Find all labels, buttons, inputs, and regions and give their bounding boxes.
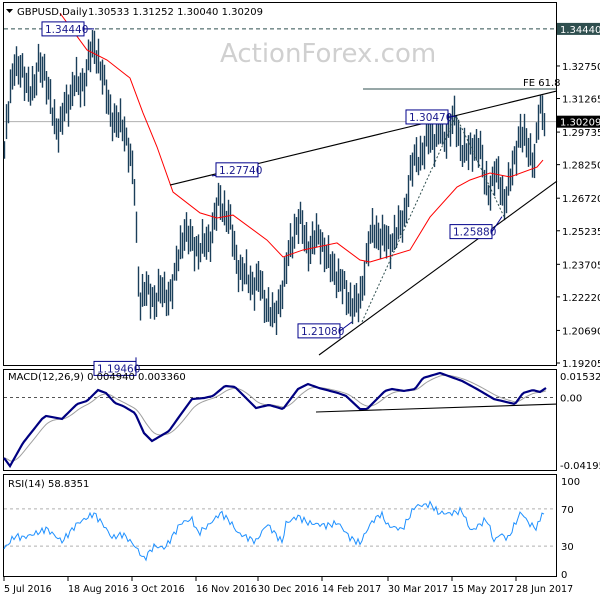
price-tick-label: 1.26720 <box>562 194 600 205</box>
fe-61-8-label: FE 61.8 <box>523 78 561 89</box>
date-tick-label: 28 Jun 2017 <box>516 584 573 595</box>
moving-average-line <box>59 12 544 263</box>
current-price-tag-bg <box>557 115 600 128</box>
price-tick-label: 1.25235 <box>562 227 600 238</box>
rsi-tick-label: 30 <box>561 542 574 553</box>
pivot-label-box <box>41 21 85 37</box>
rsi-line <box>3 500 545 562</box>
rsi-title: RSI(14) 58.8351 <box>8 479 89 490</box>
macd-tick-label: 0.00 <box>560 394 582 405</box>
date-tick-label: 30 Dec 2016 <box>258 584 319 595</box>
pivot-label: 1.30470 <box>409 112 452 124</box>
main-panel <box>3 2 557 366</box>
date-tick-label: 5 Jul 2016 <box>4 584 52 595</box>
price-tick-label: 1.19205 <box>562 359 600 370</box>
pivot-label-box <box>215 162 259 178</box>
date-tick-label: 16 Nov 2016 <box>196 584 257 595</box>
fibonacci-projection-path <box>361 114 505 323</box>
date-tick-label: 18 Aug 2016 <box>68 584 129 595</box>
date-tick-label: 14 Feb 2017 <box>322 584 381 595</box>
price-tick-label: 1.31265 <box>562 95 600 106</box>
macd-panel <box>3 369 557 471</box>
rsi-tick-label: 70 <box>561 505 574 516</box>
level-price-tag: 1.34440 <box>560 25 600 36</box>
pivot-connector <box>339 321 353 332</box>
ohlc-values: 1.30533 1.31252 1.30040 1.30209 <box>88 7 263 18</box>
macd-trendline <box>315 403 558 413</box>
pivot-label: 1.25880 <box>453 227 496 239</box>
date-tick-label: 15 May 2017 <box>452 584 514 595</box>
macd-tick-label: -0.041957 <box>560 461 600 472</box>
pivot-label-box <box>405 109 449 125</box>
macd-signal-line <box>3 374 547 462</box>
price-tick-label: 1.28250 <box>562 161 600 172</box>
pivot-label: 1.21080 <box>301 326 344 338</box>
price-tick-label: 1.20690 <box>562 326 600 337</box>
price-tick-label: 1.22220 <box>562 293 600 304</box>
pivot-label-box <box>93 360 137 376</box>
pivot-label: 1.34440 <box>45 24 88 36</box>
date-tick-label: 3 Oct 2016 <box>132 584 185 595</box>
pivot-label-box <box>297 323 341 339</box>
pivot-connector <box>491 216 503 232</box>
current-price-tag: 1.30209 <box>560 118 600 129</box>
pivot-label: 1.27740 <box>219 165 262 177</box>
pivot-label: 1.19460 <box>97 363 140 375</box>
rsi-tick-label: 0 <box>561 570 567 581</box>
rsi-tick-label: 100 <box>561 477 580 488</box>
price-tick-label: 1.29735 <box>562 128 600 139</box>
price-tick-label: 1.32750 <box>562 62 600 73</box>
symbol-title: GBPUSD,Daily <box>17 7 88 18</box>
collapse-triangle-icon[interactable] <box>6 9 13 13</box>
date-tick-label: 30 Mar 2017 <box>388 584 448 595</box>
macd-title: MACD(12,26,9) 0.004940 0.003360 <box>8 372 186 383</box>
macd-line <box>3 371 547 469</box>
macd-tick-label: 0.015325 <box>560 372 600 383</box>
pivot-connector <box>447 115 457 118</box>
pivot-label-box <box>449 224 493 240</box>
rsi-panel <box>3 474 557 577</box>
watermark: ActionForex.com <box>220 39 436 69</box>
lower-trendline <box>318 180 558 356</box>
level-price-tag-bg <box>557 22 600 35</box>
price-bars <box>3 30 546 335</box>
price-tick-label: 1.23705 <box>562 260 600 271</box>
